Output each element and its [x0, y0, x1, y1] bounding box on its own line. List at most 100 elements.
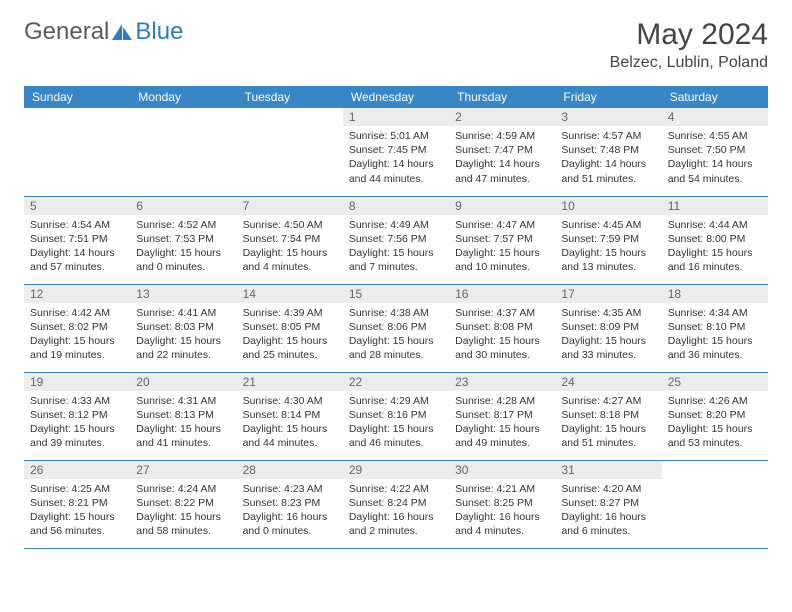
calendar-day-cell: 14Sunrise: 4:39 AMSunset: 8:05 PMDayligh…	[237, 284, 343, 372]
calendar-day-cell: 28Sunrise: 4:23 AMSunset: 8:23 PMDayligh…	[237, 460, 343, 548]
calendar-day-cell: 6Sunrise: 4:52 AMSunset: 7:53 PMDaylight…	[130, 196, 236, 284]
calendar-week-row: 19Sunrise: 4:33 AMSunset: 8:12 PMDayligh…	[24, 372, 768, 460]
logo-sail-icon	[111, 23, 133, 41]
day-info: Sunrise: 4:24 AMSunset: 8:22 PMDaylight:…	[130, 479, 236, 543]
day-number: 18	[662, 285, 768, 303]
calendar-day-cell: 7Sunrise: 4:50 AMSunset: 7:54 PMDaylight…	[237, 196, 343, 284]
day-number: 3	[555, 108, 661, 126]
day-number: 21	[237, 373, 343, 391]
day-info: Sunrise: 4:47 AMSunset: 7:57 PMDaylight:…	[449, 215, 555, 279]
day-number: 14	[237, 285, 343, 303]
calendar-day-cell: 18Sunrise: 4:34 AMSunset: 8:10 PMDayligh…	[662, 284, 768, 372]
day-info: Sunrise: 4:55 AMSunset: 7:50 PMDaylight:…	[662, 126, 768, 190]
day-number: 20	[130, 373, 236, 391]
day-number: 31	[555, 461, 661, 479]
day-info: Sunrise: 4:50 AMSunset: 7:54 PMDaylight:…	[237, 215, 343, 279]
weekday-header-row: SundayMondayTuesdayWednesdayThursdayFrid…	[24, 86, 768, 108]
calendar-day-cell: 2Sunrise: 4:59 AMSunset: 7:47 PMDaylight…	[449, 108, 555, 196]
logo: General Blue	[24, 18, 183, 46]
calendar-day-cell: 4Sunrise: 4:55 AMSunset: 7:50 PMDaylight…	[662, 108, 768, 196]
weekday-header: Tuesday	[237, 86, 343, 108]
day-info: Sunrise: 4:49 AMSunset: 7:56 PMDaylight:…	[343, 215, 449, 279]
weekday-header: Friday	[555, 86, 661, 108]
day-info: Sunrise: 4:37 AMSunset: 8:08 PMDaylight:…	[449, 303, 555, 367]
weekday-header: Wednesday	[343, 86, 449, 108]
calendar-day-cell: 16Sunrise: 4:37 AMSunset: 8:08 PMDayligh…	[449, 284, 555, 372]
calendar-day-cell: 29Sunrise: 4:22 AMSunset: 8:24 PMDayligh…	[343, 460, 449, 548]
day-info: Sunrise: 4:45 AMSunset: 7:59 PMDaylight:…	[555, 215, 661, 279]
calendar-day-cell: 3Sunrise: 4:57 AMSunset: 7:48 PMDaylight…	[555, 108, 661, 196]
calendar-day-cell: 21Sunrise: 4:30 AMSunset: 8:14 PMDayligh…	[237, 372, 343, 460]
calendar-day-cell: 13Sunrise: 4:41 AMSunset: 8:03 PMDayligh…	[130, 284, 236, 372]
day-info: Sunrise: 4:31 AMSunset: 8:13 PMDaylight:…	[130, 391, 236, 455]
day-number: 2	[449, 108, 555, 126]
calendar-day-cell: 22Sunrise: 4:29 AMSunset: 8:16 PMDayligh…	[343, 372, 449, 460]
calendar-day-cell: 24Sunrise: 4:27 AMSunset: 8:18 PMDayligh…	[555, 372, 661, 460]
day-info: Sunrise: 4:35 AMSunset: 8:09 PMDaylight:…	[555, 303, 661, 367]
day-info: Sunrise: 4:38 AMSunset: 8:06 PMDaylight:…	[343, 303, 449, 367]
day-number: 15	[343, 285, 449, 303]
day-info: Sunrise: 4:54 AMSunset: 7:51 PMDaylight:…	[24, 215, 130, 279]
day-number: 11	[662, 197, 768, 215]
day-info: Sunrise: 4:28 AMSunset: 8:17 PMDaylight:…	[449, 391, 555, 455]
calendar-day-cell: 11Sunrise: 4:44 AMSunset: 8:00 PMDayligh…	[662, 196, 768, 284]
calendar-day-cell: 27Sunrise: 4:24 AMSunset: 8:22 PMDayligh…	[130, 460, 236, 548]
day-number: 25	[662, 373, 768, 391]
calendar-day-cell: 20Sunrise: 4:31 AMSunset: 8:13 PMDayligh…	[130, 372, 236, 460]
weekday-header: Sunday	[24, 86, 130, 108]
calendar-day-cell: 26Sunrise: 4:25 AMSunset: 8:21 PMDayligh…	[24, 460, 130, 548]
day-info: Sunrise: 4:20 AMSunset: 8:27 PMDaylight:…	[555, 479, 661, 543]
day-info: Sunrise: 4:39 AMSunset: 8:05 PMDaylight:…	[237, 303, 343, 367]
calendar-day-cell: 1Sunrise: 5:01 AMSunset: 7:45 PMDaylight…	[343, 108, 449, 196]
calendar-week-row: 26Sunrise: 4:25 AMSunset: 8:21 PMDayligh…	[24, 460, 768, 548]
day-info: Sunrise: 4:21 AMSunset: 8:25 PMDaylight:…	[449, 479, 555, 543]
calendar-empty-cell	[662, 460, 768, 548]
month-title: May 2024	[610, 18, 768, 52]
calendar-week-row: 12Sunrise: 4:42 AMSunset: 8:02 PMDayligh…	[24, 284, 768, 372]
day-info: Sunrise: 4:29 AMSunset: 8:16 PMDaylight:…	[343, 391, 449, 455]
day-number: 10	[555, 197, 661, 215]
calendar-empty-cell	[237, 108, 343, 196]
calendar-day-cell: 12Sunrise: 4:42 AMSunset: 8:02 PMDayligh…	[24, 284, 130, 372]
day-info: Sunrise: 4:33 AMSunset: 8:12 PMDaylight:…	[24, 391, 130, 455]
day-number: 12	[24, 285, 130, 303]
location: Belzec, Lublin, Poland	[610, 54, 768, 72]
day-number: 19	[24, 373, 130, 391]
day-info: Sunrise: 4:30 AMSunset: 8:14 PMDaylight:…	[237, 391, 343, 455]
day-info: Sunrise: 4:57 AMSunset: 7:48 PMDaylight:…	[555, 126, 661, 190]
day-number: 6	[130, 197, 236, 215]
day-number: 23	[449, 373, 555, 391]
calendar-empty-cell	[130, 108, 236, 196]
day-number: 27	[130, 461, 236, 479]
calendar-day-cell: 19Sunrise: 4:33 AMSunset: 8:12 PMDayligh…	[24, 372, 130, 460]
day-info: Sunrise: 4:59 AMSunset: 7:47 PMDaylight:…	[449, 126, 555, 190]
day-info: Sunrise: 4:42 AMSunset: 8:02 PMDaylight:…	[24, 303, 130, 367]
day-number: 24	[555, 373, 661, 391]
day-number: 26	[24, 461, 130, 479]
header: General Blue May 2024 Belzec, Lublin, Po…	[24, 18, 768, 72]
day-number: 7	[237, 197, 343, 215]
calendar-day-cell: 5Sunrise: 4:54 AMSunset: 7:51 PMDaylight…	[24, 196, 130, 284]
day-info: Sunrise: 4:26 AMSunset: 8:20 PMDaylight:…	[662, 391, 768, 455]
calendar-table: SundayMondayTuesdayWednesdayThursdayFrid…	[24, 86, 768, 549]
day-info: Sunrise: 4:25 AMSunset: 8:21 PMDaylight:…	[24, 479, 130, 543]
calendar-empty-cell	[24, 108, 130, 196]
calendar-day-cell: 8Sunrise: 4:49 AMSunset: 7:56 PMDaylight…	[343, 196, 449, 284]
calendar-day-cell: 23Sunrise: 4:28 AMSunset: 8:17 PMDayligh…	[449, 372, 555, 460]
day-info: Sunrise: 4:41 AMSunset: 8:03 PMDaylight:…	[130, 303, 236, 367]
weekday-header: Monday	[130, 86, 236, 108]
day-info: Sunrise: 5:01 AMSunset: 7:45 PMDaylight:…	[343, 126, 449, 190]
day-number: 29	[343, 461, 449, 479]
day-number: 28	[237, 461, 343, 479]
day-number: 9	[449, 197, 555, 215]
calendar-day-cell: 10Sunrise: 4:45 AMSunset: 7:59 PMDayligh…	[555, 196, 661, 284]
day-number: 30	[449, 461, 555, 479]
day-number: 8	[343, 197, 449, 215]
calendar-week-row: 5Sunrise: 4:54 AMSunset: 7:51 PMDaylight…	[24, 196, 768, 284]
day-info: Sunrise: 4:44 AMSunset: 8:00 PMDaylight:…	[662, 215, 768, 279]
day-info: Sunrise: 4:27 AMSunset: 8:18 PMDaylight:…	[555, 391, 661, 455]
day-number: 1	[343, 108, 449, 126]
day-number: 16	[449, 285, 555, 303]
calendar-day-cell: 31Sunrise: 4:20 AMSunset: 8:27 PMDayligh…	[555, 460, 661, 548]
day-number: 13	[130, 285, 236, 303]
